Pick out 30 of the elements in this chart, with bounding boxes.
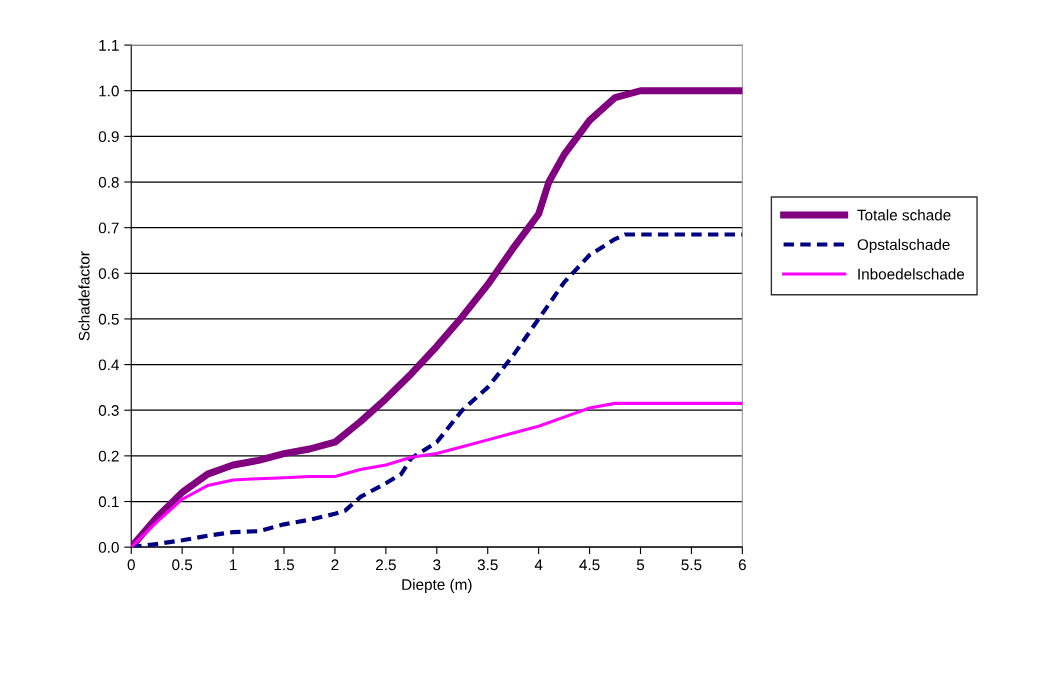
x-tick-label: 3 <box>433 559 441 571</box>
x-tick-label: 5.5 <box>681 559 702 571</box>
x-tick-label: 0.5 <box>172 559 193 571</box>
x-tick-label: 3.5 <box>477 559 498 571</box>
legend-label: Inboedelschade <box>858 268 965 280</box>
y-tick-label: 1.1 <box>99 40 119 51</box>
y-tick-label: 1.0 <box>99 85 119 97</box>
legend-label: Opstalschade <box>857 238 950 254</box>
x-tick-label: 6 <box>738 559 746 571</box>
y-tick-label: 0.8 <box>98 176 119 188</box>
x-tick-label: 1.5 <box>274 559 294 571</box>
y-tick-label: 0.3 <box>98 405 119 416</box>
x-tick-label: 4 <box>534 559 543 571</box>
x-tick-label: 1 <box>230 559 237 571</box>
y-tick-label: 0.6 <box>98 268 119 279</box>
legend-label: Totale schade <box>857 209 951 221</box>
y-tick-label: 0.0 <box>98 542 119 553</box>
y-tick-label: 0.4 <box>98 359 119 371</box>
x-tick-label: 5 <box>636 559 645 571</box>
x-axis-title: Diepte (m) <box>402 578 472 593</box>
x-tick-label: 0 <box>127 559 135 571</box>
y-tick-label: 0.9 <box>98 131 119 143</box>
y-tick-label: 0.7 <box>98 222 119 234</box>
y-axis-title: Schadefactor <box>78 251 90 341</box>
x-tick-label: 2 <box>331 559 339 571</box>
y-tick-label: 0.1 <box>98 496 119 508</box>
x-tick-label: 4.5 <box>579 559 600 571</box>
x-tick-label: 2.5 <box>376 559 396 571</box>
y-tick-label: 0.2 <box>98 450 119 462</box>
y-tick-label: 0.5 <box>98 313 119 325</box>
